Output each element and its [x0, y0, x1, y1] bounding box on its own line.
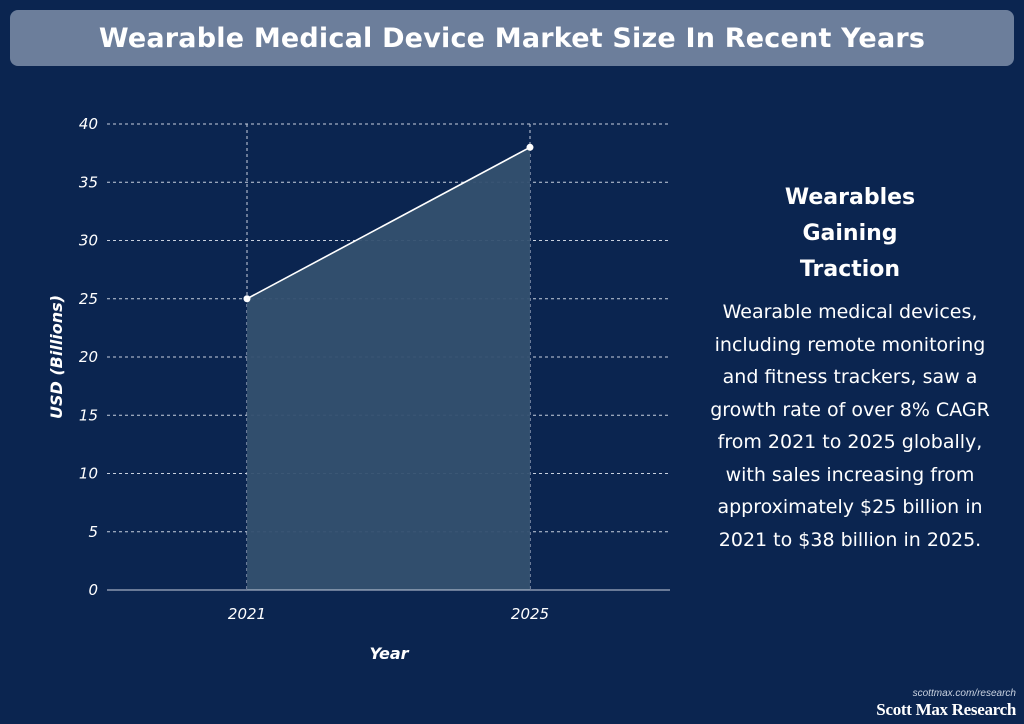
y-tick-label: 5: [88, 523, 98, 541]
side-heading: Wearables Gaining Traction: [784, 185, 916, 282]
series-line: [246, 146, 531, 300]
page-title: Wearable Medical Device Market Size In R…: [98, 22, 926, 54]
y-tick-label: 35: [79, 173, 98, 191]
data-point: [243, 295, 251, 303]
x-axis-title: Year: [369, 644, 409, 663]
x-tick-labels: 2021 2025: [228, 605, 549, 623]
y-tick-label: 20: [79, 348, 98, 366]
series-area-fill: [247, 147, 530, 591]
x-tick-label: 2025: [511, 605, 549, 623]
y-tick-labels: 0 5 10 15 20 25 30 35 40: [79, 115, 98, 599]
data-point: [526, 143, 534, 151]
side-panel: Wearables Gaining Traction Wearable medi…: [700, 180, 1000, 556]
footer: scottmax.com/research Scott Max Research: [876, 688, 1016, 720]
side-body-text: Wearable medical devices, including remo…: [710, 301, 990, 551]
y-tick-label: 0: [88, 581, 98, 599]
data-points: [243, 143, 534, 303]
y-tick-label: 25: [79, 290, 98, 308]
brand-logo: Scott Max Research: [876, 700, 1016, 719]
x-tick-label: 2021: [228, 605, 266, 623]
y-tick-label: 40: [79, 115, 98, 133]
y-tick-label: 30: [79, 232, 98, 250]
y-tick-label: 10: [79, 465, 98, 483]
y-axis-title: USD (Billions): [47, 295, 66, 419]
horizontal-gridlines: [107, 123, 670, 533]
y-tick-label: 15: [79, 406, 98, 424]
footer-url: scottmax.com/research: [912, 688, 1016, 699]
title-bar: Wearable Medical Device Market Size In R…: [10, 10, 1014, 66]
